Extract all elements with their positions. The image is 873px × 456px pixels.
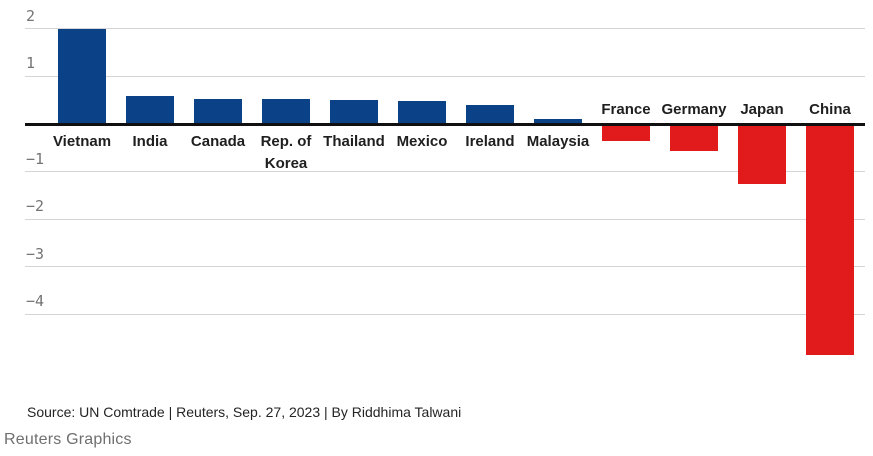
category-label-india: India [132,133,168,150]
x-axis-zero-line [25,122,865,126]
category-label-thailand: Thailand [323,133,385,150]
source-attribution: Source: UN Comtrade | Reuters, Sep. 27, … [27,404,462,420]
gridline-y-2 [25,218,865,220]
bar-france [602,124,650,141]
bar-canada [194,98,242,124]
category-label-japan: Japan [740,101,784,118]
bar-mexico [398,101,446,124]
y-axis-tick-label: −2 [26,197,45,216]
y-axis-tick-label: −3 [26,244,45,263]
category-label-china: China [809,101,851,118]
gridline-y-1 [25,171,865,173]
y-axis-tick-label: 1 [26,54,36,73]
bar-japan [738,124,786,184]
category-label-malaysia: Malaysia [526,133,590,150]
gridline-y-4 [25,313,865,315]
gridline-y2 [25,28,865,30]
y-axis-tick-label: −1 [26,149,45,168]
category-label-germany: Germany [661,101,727,118]
y-axis-tick-label: −4 [26,292,45,311]
reuters-graphics-credit: Reuters Graphics [4,431,132,448]
category-label-ireland: Ireland [465,133,515,150]
category-label-rep-of-korea: Rep. of Korea [260,133,312,172]
category-label-france: France [601,101,651,118]
bar-india [126,95,174,124]
bar-ireland [466,104,514,124]
y-axis-tick-label: 2 [26,6,36,25]
bar-malaysia [534,119,582,124]
category-label-mexico: Mexico [396,133,448,150]
category-label-canada: Canada [190,133,246,150]
category-label-vietnam: Vietnam [52,133,112,150]
bar-rep-of-korea [262,98,310,124]
bar-vietnam [58,28,106,124]
gridline-y-3 [25,266,865,268]
bar-thailand [330,99,378,124]
bar-germany [670,124,718,151]
bar-china [806,124,854,355]
gridline-y1 [25,75,865,77]
